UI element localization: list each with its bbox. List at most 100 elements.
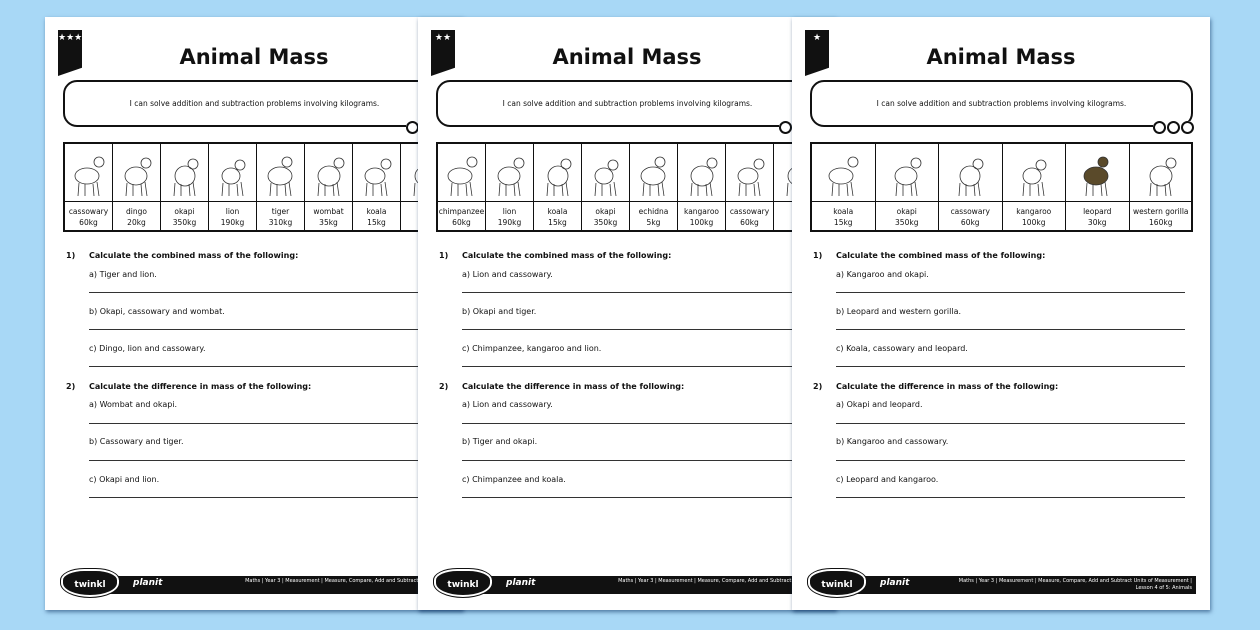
answer-line[interactable] bbox=[89, 366, 438, 367]
question-item: a) Lion and cassowary. bbox=[462, 270, 553, 279]
question-item: c) Chimpanzee, kangaroo and lion. bbox=[462, 344, 602, 353]
learning-objective-box: I can solve addition and subtraction pro… bbox=[436, 80, 819, 127]
answer-line[interactable] bbox=[462, 366, 811, 367]
animal-name: kangaroo bbox=[1016, 207, 1052, 216]
animal-mass: 350kg bbox=[895, 218, 919, 227]
animal-name: koala bbox=[833, 207, 854, 216]
answer-line[interactable] bbox=[89, 460, 438, 461]
difficulty-stars-badge: ★ bbox=[805, 30, 829, 76]
answer-line[interactable] bbox=[89, 423, 438, 424]
animal-name: dingo bbox=[126, 207, 147, 216]
question-item: a) Lion and cassowary. bbox=[462, 400, 553, 409]
animal-label: cassowary 60kg bbox=[939, 202, 1002, 230]
animal-cell: leopard 30kg bbox=[1066, 144, 1130, 230]
footer-curriculum: Maths | Year 3 | Measurement | Measure, … bbox=[245, 578, 445, 584]
answer-line[interactable] bbox=[89, 497, 438, 498]
animal-mass: 15kg bbox=[548, 218, 567, 227]
question-number: 1) bbox=[439, 251, 449, 260]
animal-name: okapi bbox=[174, 207, 195, 216]
question-number: 1) bbox=[66, 251, 76, 260]
footer-curriculum: Maths | Year 3 | Measurement | Measure, … bbox=[958, 578, 1192, 584]
animal-picture bbox=[257, 144, 304, 202]
worksheet-page[interactable]: ★★ Animal Mass I can solve addition and su… bbox=[418, 17, 836, 610]
animal-name: koala bbox=[547, 207, 568, 216]
answer-line[interactable] bbox=[836, 329, 1185, 330]
animal-picture bbox=[486, 144, 533, 202]
worksheet-page[interactable]: ★ Animal Mass I can solve addition and sub… bbox=[792, 17, 1210, 610]
animal-label: cassowary 60kg bbox=[726, 202, 773, 230]
question-item: a) Okapi and leopard. bbox=[836, 400, 923, 409]
answer-line[interactable] bbox=[462, 497, 811, 498]
animal-cell: cassowary 60kg bbox=[65, 144, 113, 230]
animal-mass: 100kg bbox=[689, 218, 714, 227]
animal-name: okapi bbox=[896, 207, 917, 216]
answer-line[interactable] bbox=[462, 329, 811, 330]
animal-name: echidna bbox=[638, 207, 669, 216]
animal-label: kangaroo 100kg bbox=[1003, 202, 1066, 230]
animal-cell: kangaroo 100kg bbox=[1002, 144, 1066, 230]
animal-mass: 190kg bbox=[497, 218, 522, 227]
answer-line[interactable] bbox=[836, 292, 1185, 293]
question-item: a) Kangaroo and okapi. bbox=[836, 270, 929, 279]
answer-line[interactable] bbox=[462, 423, 811, 424]
animal-picture bbox=[209, 144, 256, 202]
question-number: 2) bbox=[439, 382, 449, 391]
animal-mass: 60kg bbox=[740, 218, 759, 227]
footer: Maths | Year 3 | Measurement | Measure, … bbox=[792, 565, 1210, 605]
twinkl-logo: twinkl bbox=[433, 568, 493, 598]
difficulty-stars-badge: ★★★ bbox=[58, 30, 82, 76]
question-heading: Calculate the difference in mass of the … bbox=[89, 382, 312, 391]
animal-picture bbox=[305, 144, 352, 202]
animal-cell: lion 190kg bbox=[209, 144, 257, 230]
animal-picture bbox=[1066, 144, 1129, 202]
animal-cell: wombat 35kg bbox=[305, 144, 353, 230]
planit-logo: planit bbox=[880, 578, 910, 588]
animal-label: okapi 350kg bbox=[161, 202, 208, 230]
animal-picture bbox=[630, 144, 677, 202]
animal-mass: 350kg bbox=[593, 218, 618, 227]
animal-name: lion bbox=[225, 207, 240, 216]
question-heading: Calculate the difference in mass of the … bbox=[836, 382, 1059, 391]
animal-picture bbox=[812, 144, 875, 202]
animal-picture bbox=[875, 144, 938, 202]
animal-mass: 20kg bbox=[127, 218, 146, 227]
animal-picture bbox=[1002, 144, 1065, 202]
question-item: c) Dingo, lion and cassowary. bbox=[89, 344, 206, 353]
answer-line[interactable] bbox=[89, 292, 438, 293]
circle-icon bbox=[1167, 121, 1180, 134]
question-item: b) Tiger and okapi. bbox=[462, 437, 538, 446]
answer-line[interactable] bbox=[836, 366, 1185, 367]
answer-line[interactable] bbox=[89, 329, 438, 330]
question-heading: Calculate the combined mass of the follo… bbox=[836, 251, 1046, 260]
footer-curriculum: Maths | Year 3 | Measurement | Measure, … bbox=[618, 578, 818, 584]
animal-label: leopard 30kg bbox=[1066, 202, 1129, 230]
animal-picture bbox=[65, 144, 112, 202]
answer-line[interactable] bbox=[462, 292, 811, 293]
question-item: b) Kangaroo and cassowary. bbox=[836, 437, 949, 446]
animal-label: cassowary 60kg bbox=[65, 202, 112, 230]
animal-cell: okapi 350kg bbox=[582, 144, 630, 230]
animal-cell: echidna 5kg bbox=[630, 144, 678, 230]
animal-label: okapi 350kg bbox=[876, 202, 939, 230]
question-item: b) Leopard and western gorilla. bbox=[836, 307, 962, 316]
answer-line[interactable] bbox=[836, 460, 1185, 461]
animal-mass: 15kg bbox=[833, 218, 853, 227]
animal-table: cassowary 60kg dingo 20kg okapi 350kg lion 190k… bbox=[63, 142, 449, 232]
footer: Maths | Year 3 | Measurement | Measure, … bbox=[418, 565, 836, 605]
animal-mass: 160kg bbox=[1149, 218, 1173, 227]
animal-cell: koala 15kg bbox=[534, 144, 582, 230]
animal-cell: chimpanzee 60kg bbox=[438, 144, 486, 230]
difficulty-stars-badge: ★★ bbox=[431, 30, 455, 76]
page-title: Animal Mass bbox=[179, 45, 329, 69]
animal-mass: 100kg bbox=[1022, 218, 1046, 227]
animal-cell: koala 15kg bbox=[353, 144, 401, 230]
answer-line[interactable] bbox=[836, 497, 1185, 498]
worksheet-page[interactable]: ★★★ Animal Mass I can solve addition and s… bbox=[45, 17, 463, 610]
learning-objective-box: I can solve addition and subtraction pro… bbox=[63, 80, 446, 127]
answer-line[interactable] bbox=[462, 460, 811, 461]
answer-line[interactable] bbox=[836, 423, 1185, 424]
animal-cell: dingo 20kg bbox=[113, 144, 161, 230]
animal-mass: 60kg bbox=[452, 218, 471, 227]
animal-name: cassowary bbox=[729, 207, 770, 216]
question-item: b) Cassowary and tiger. bbox=[89, 437, 184, 446]
